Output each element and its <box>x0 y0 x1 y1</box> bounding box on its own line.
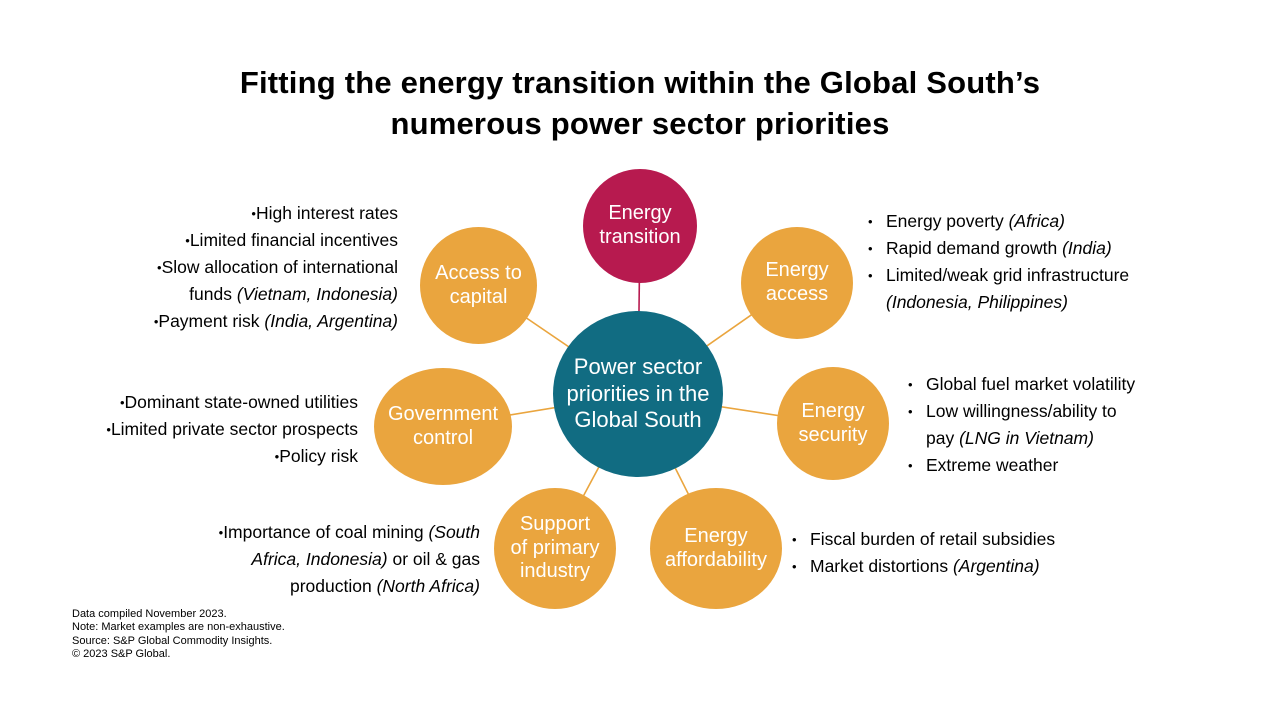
bullet-marker: • <box>106 422 111 437</box>
bullet-marker: • <box>251 206 256 221</box>
bullet-marker: • <box>792 532 797 547</box>
bullet-marker: • <box>274 449 280 464</box>
bullet-item: • Low willingness/ability to pay (LNG in V… <box>908 398 1188 452</box>
node-energy-transition: Energy transition <box>583 169 697 283</box>
bullet-marker: • <box>792 559 797 574</box>
footnote-line: Source: S&P Global Commodity Insights. <box>72 634 273 647</box>
bullet-item: •Limited financial incentives <box>78 227 398 254</box>
node-support-primary-industry: Support of primary industry <box>494 488 616 609</box>
bullet-marker: • <box>868 214 873 229</box>
bullet-item: • Rapid demand growth (India) <box>868 235 1198 262</box>
bullet-marker: • <box>908 404 913 419</box>
bullets-energy-access: • Energy poverty (Africa) • Rapid demand gr… <box>868 208 1198 316</box>
bullet-item: •High interest rates <box>78 200 398 227</box>
footnote-line: Note: Market examples are non-exhaustive… <box>72 621 285 634</box>
bullet-marker: • <box>868 268 873 283</box>
node-access-to-capital: Access to capital <box>420 227 537 344</box>
node-label: Government control <box>387 402 499 449</box>
node-energy-security: Energy security <box>777 367 889 480</box>
bullets-support-primary-industry: •Importance of coal mining (South Africa,… <box>130 519 480 600</box>
footnote-line: © 2023 S&P Global. <box>72 648 171 661</box>
bullet-item: •Dominant state-owned utilities <box>28 389 358 416</box>
footnote-line: Data compiled November 2023. <box>72 608 227 620</box>
node-label: Energy access <box>765 259 829 305</box>
bullet-item: • Extreme weather <box>908 452 1188 479</box>
bullets-energy-affordability: • Fiscal burden of retail subsidies • Marke… <box>792 526 1132 580</box>
bullet-item: • Market distortions (Argentina) <box>792 553 1132 580</box>
bullet-marker: • <box>185 233 190 248</box>
bullet-marker: • <box>157 260 162 275</box>
bullet-item: •Policy risk <box>28 443 358 470</box>
bullet-item: • Fiscal burden of retail subsidies <box>792 526 1132 553</box>
bullet-marker: • <box>153 314 159 329</box>
bullet-item: • Global fuel market volatility <box>908 371 1188 398</box>
node-label: Energy security <box>798 399 868 446</box>
bullet-item: •Slow allocation of international funds (… <box>78 254 398 308</box>
bullet-marker: • <box>908 377 913 392</box>
bullets-energy-security: • Global fuel market volatility • Low willi… <box>908 371 1188 479</box>
bullets-access-to-capital: •High interest rates •Limited financial i… <box>78 200 398 335</box>
node-hub-power-sector-priorities: Power sector priorities in the Global So… <box>553 311 723 477</box>
node-government-control: Government control <box>374 368 512 485</box>
bullet-item: • Limited/weak grid infrastructure (Indone… <box>868 262 1198 316</box>
node-label: Access to capital <box>435 261 522 308</box>
node-label: Support of primary industry <box>510 513 600 583</box>
bullet-marker: • <box>218 525 224 540</box>
bullet-item: •Importance of coal mining (South Africa,… <box>130 519 480 600</box>
bullets-government-control: •Dominant state-owned utilities •Limited … <box>28 389 358 470</box>
bullet-item: • Energy poverty (Africa) <box>868 208 1198 235</box>
node-label: Energy affordability <box>665 524 767 571</box>
footnote: Data compiled November 2023. Note: Marke… <box>72 608 285 662</box>
page-title: Fitting the energy transition within the… <box>239 65 1041 141</box>
node-energy-affordability: Energy affordability <box>650 488 782 609</box>
bullet-marker: • <box>868 241 873 256</box>
node-energy-access: Energy access <box>741 227 853 339</box>
bullet-marker: • <box>119 395 125 410</box>
node-label: Energy transition <box>599 202 681 248</box>
bullet-item: •Payment risk (India, Argentina) <box>78 308 398 335</box>
node-label: Power sector priorities in the Global So… <box>566 353 710 433</box>
bullet-marker: • <box>908 458 913 473</box>
bullet-item: •Limited private sector prospects <box>28 416 358 443</box>
